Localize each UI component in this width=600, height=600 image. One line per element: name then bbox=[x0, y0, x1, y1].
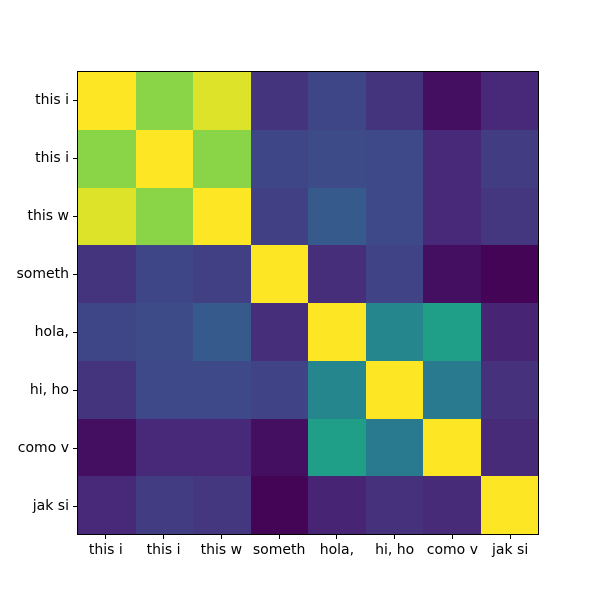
heatmap-cell-r4-c2 bbox=[193, 303, 251, 361]
y-tick-mark bbox=[73, 99, 77, 101]
heatmap-cell-r3-c7 bbox=[480, 245, 538, 303]
heatmap-cell-r4-c5 bbox=[365, 303, 423, 361]
heatmap-cell-r0-c1 bbox=[135, 72, 193, 130]
heatmap-cell-r7-c2 bbox=[193, 476, 251, 534]
heatmap-cell-r5-c2 bbox=[193, 360, 251, 419]
y-tick-label-6: como v bbox=[17, 440, 69, 456]
heatmap-cell-r2-c5 bbox=[365, 187, 423, 246]
y-tick-mark bbox=[73, 447, 77, 449]
heatmap-cell-r7-c7 bbox=[480, 476, 538, 534]
heatmap-cell-r2-c7 bbox=[480, 187, 538, 246]
heatmap-cell-r2-c4 bbox=[308, 187, 366, 246]
heatmap-cell-r6-c2 bbox=[193, 418, 251, 477]
heatmap-cell-r6-c3 bbox=[250, 418, 308, 477]
heatmap-cell-r7-c5 bbox=[365, 476, 423, 534]
heatmap-cell-r3-c3 bbox=[250, 245, 308, 303]
heatmap-cell-r3-c5 bbox=[365, 245, 423, 303]
heatmap-cell-r1-c6 bbox=[423, 129, 481, 188]
x-tick-label-2: this w bbox=[200, 542, 243, 558]
heatmap-cell-r2-c0 bbox=[78, 187, 136, 246]
heatmap-cell-r0-c0 bbox=[78, 72, 136, 130]
heatmap-plot-area bbox=[77, 71, 539, 535]
heatmap-cell-r7-c1 bbox=[135, 476, 193, 534]
heatmap-cell-r6-c7 bbox=[480, 418, 538, 477]
y-tick-mark bbox=[73, 505, 77, 507]
heatmap-cell-r6-c4 bbox=[308, 418, 366, 477]
y-tick-mark bbox=[73, 273, 77, 275]
heatmap-cell-r3-c2 bbox=[193, 245, 251, 303]
heatmap-cell-r1-c1 bbox=[135, 129, 193, 188]
heatmap-cell-r2-c1 bbox=[135, 187, 193, 246]
heatmap-cell-r2-c2 bbox=[193, 187, 251, 246]
x-tick-mark bbox=[509, 535, 511, 539]
heatmap-cell-r2-c6 bbox=[423, 187, 481, 246]
heatmap-cell-r0-c4 bbox=[308, 72, 366, 130]
heatmap-cell-r1-c0 bbox=[78, 129, 136, 188]
heatmap-cell-r2-c3 bbox=[250, 187, 308, 246]
heatmap-cell-r3-c4 bbox=[308, 245, 366, 303]
y-tick-mark bbox=[73, 331, 77, 333]
x-tick-label-4: hola, bbox=[319, 542, 355, 558]
heatmap-cell-r4-c6 bbox=[423, 303, 481, 361]
heatmap-cell-r1-c4 bbox=[308, 129, 366, 188]
heatmap-cell-r5-c0 bbox=[78, 360, 136, 419]
y-tick-label-4: hola, bbox=[34, 324, 69, 340]
heatmap-cell-r5-c1 bbox=[135, 360, 193, 419]
heatmap-cell-r4-c4 bbox=[308, 303, 366, 361]
heatmap-cell-r6-c1 bbox=[135, 418, 193, 477]
heatmap-cell-r7-c3 bbox=[250, 476, 308, 534]
x-tick-mark bbox=[336, 535, 338, 539]
heatmap-cell-r5-c4 bbox=[308, 360, 366, 419]
x-tick-label-5: hi, ho bbox=[375, 542, 415, 558]
heatmap-cell-r0-c2 bbox=[193, 72, 251, 130]
heatmap-cell-r1-c7 bbox=[480, 129, 538, 188]
x-tick-label-6: como v bbox=[426, 542, 478, 558]
heatmap-cell-r3-c6 bbox=[423, 245, 481, 303]
heatmap-cell-r4-c0 bbox=[78, 303, 136, 361]
x-tick-mark bbox=[105, 535, 107, 539]
heatmap-cell-r0-c3 bbox=[250, 72, 308, 130]
x-tick-mark bbox=[163, 535, 165, 539]
y-tick-mark bbox=[73, 389, 77, 391]
x-tick-mark bbox=[451, 535, 453, 539]
x-tick-mark bbox=[220, 535, 222, 539]
x-tick-label-0: this i bbox=[88, 542, 123, 558]
heatmap-cell-r6-c0 bbox=[78, 418, 136, 477]
heatmap-cell-r0-c7 bbox=[480, 72, 538, 130]
heatmap-cell-r5-c5 bbox=[365, 360, 423, 419]
y-tick-mark bbox=[73, 157, 77, 159]
heatmap-cell-r1-c3 bbox=[250, 129, 308, 188]
heatmap-cell-r0-c5 bbox=[365, 72, 423, 130]
y-tick-label-2: this w bbox=[27, 208, 69, 224]
heatmap-cell-r0-c6 bbox=[423, 72, 481, 130]
heatmap-cell-r6-c6 bbox=[423, 418, 481, 477]
heatmap-cell-r5-c7 bbox=[480, 360, 538, 419]
heatmap-cell-r3-c1 bbox=[135, 245, 193, 303]
heatmap-cell-r1-c2 bbox=[193, 129, 251, 188]
y-tick-label-5: hi, ho bbox=[29, 382, 69, 398]
heatmap-cell-r4-c1 bbox=[135, 303, 193, 361]
heatmap-cell-r5-c6 bbox=[423, 360, 481, 419]
y-tick-label-0: this i bbox=[35, 92, 69, 108]
x-tick-label-1: this i bbox=[146, 542, 181, 558]
heatmap-cell-r6-c5 bbox=[365, 418, 423, 477]
heatmap-cell-r7-c4 bbox=[308, 476, 366, 534]
heatmap-cell-r4-c3 bbox=[250, 303, 308, 361]
x-tick-mark bbox=[278, 535, 280, 539]
heatmap-cell-r7-c0 bbox=[78, 476, 136, 534]
y-tick-label-3: someth bbox=[16, 266, 69, 282]
x-tick-label-7: jak si bbox=[492, 542, 529, 558]
x-tick-mark bbox=[394, 535, 396, 539]
heatmap-cell-r5-c3 bbox=[250, 360, 308, 419]
heatmap-cell-r1-c5 bbox=[365, 129, 423, 188]
y-tick-label-1: this i bbox=[35, 150, 69, 166]
x-tick-label-3: someth bbox=[252, 542, 306, 558]
heatmap-cell-r7-c6 bbox=[423, 476, 481, 534]
y-tick-mark bbox=[73, 215, 77, 217]
y-tick-label-7: jak si bbox=[32, 498, 69, 514]
heatmap-cell-r4-c7 bbox=[480, 303, 538, 361]
heatmap-cell-r3-c0 bbox=[78, 245, 136, 303]
